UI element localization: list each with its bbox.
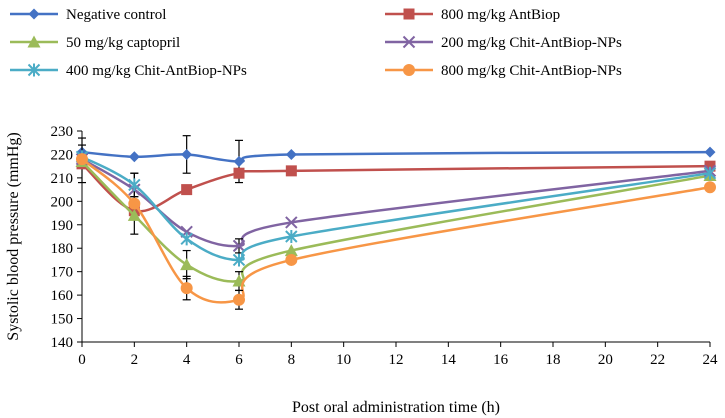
- data-point: [285, 165, 297, 177]
- data-point: [232, 253, 246, 267]
- x-tick-label: 4: [183, 352, 191, 368]
- legend-marker: [403, 8, 415, 20]
- y-axis-title: Systolic blood pressure (mmHg): [5, 132, 22, 340]
- x-tick-label: 14: [441, 352, 457, 368]
- data-point: [128, 197, 141, 210]
- data-point: [703, 166, 717, 180]
- y-tick-label: 160: [51, 288, 74, 304]
- y-tick-label: 220: [51, 147, 74, 163]
- legend-label: 50 mg/kg captopril: [66, 35, 180, 51]
- legend-marker: [27, 63, 41, 77]
- x-tick-label: 22: [650, 352, 665, 368]
- y-tick-label: 180: [51, 241, 74, 257]
- data-point: [285, 216, 298, 229]
- legend-marker: [402, 35, 416, 49]
- y-tick-label: 150: [51, 312, 74, 328]
- x-tick-label: 18: [546, 352, 561, 368]
- data-point: [285, 253, 298, 266]
- data-point: [180, 258, 194, 271]
- y-tick-label: 210: [51, 171, 74, 187]
- series-layer: [75, 135, 717, 310]
- legend-marker: [403, 64, 415, 76]
- legend-label: 800 mg/kg Chit-AntBiop-NPs: [441, 63, 622, 79]
- x-tick-label: 10: [336, 352, 351, 368]
- y-tick-label: 200: [51, 194, 74, 210]
- data-point: [233, 155, 245, 167]
- legend-item: 800 mg/kg AntBiop: [385, 7, 560, 23]
- data-point: [181, 148, 193, 160]
- data-point: [232, 239, 246, 253]
- series-line: [81, 150, 711, 163]
- data-point: [128, 151, 140, 163]
- legend-item: 400 mg/kg Chit-AntBiop-NPs: [10, 63, 247, 79]
- data-point: [285, 230, 298, 243]
- data-point: [233, 293, 245, 306]
- legend: Negative control 800 mg/kg AntBiop 50 mg/k…: [10, 7, 622, 79]
- series-line: [81, 160, 711, 283]
- x-tick-label: 24: [703, 352, 719, 368]
- data-point: [285, 148, 297, 160]
- x-tick-label: 16: [493, 352, 509, 368]
- legend-label: Negative control: [66, 7, 166, 23]
- data-point: [233, 167, 245, 179]
- data-point: [128, 178, 141, 192]
- x-tick-label: 0: [78, 352, 86, 368]
- x-tick-label: 2: [131, 352, 139, 368]
- legend-item: 50 mg/kg captopril: [10, 35, 180, 51]
- legend-marker: [27, 35, 41, 48]
- data-point: [180, 232, 193, 246]
- legend-label: 200 mg/kg Chit-AntBiop-NPs: [441, 35, 622, 51]
- data-point: [284, 244, 298, 257]
- legend-item: 200 mg/kg Chit-AntBiop-NPs: [385, 35, 622, 51]
- x-tick-label: 8: [288, 352, 296, 368]
- data-point: [181, 184, 193, 196]
- legend-label: 800 mg/kg AntBiop: [441, 7, 560, 23]
- y-tick-label: 140: [51, 335, 74, 351]
- x-tick-label: 6: [235, 352, 243, 368]
- y-tick-label: 190: [51, 218, 74, 234]
- data-point: [704, 160, 716, 172]
- x-tick-label: 12: [389, 352, 404, 368]
- series-6: [76, 153, 716, 310]
- data-point: [180, 282, 193, 295]
- y-tick-label: 230: [51, 124, 74, 140]
- x-axis-title: Post oral administration time (h): [292, 399, 500, 416]
- legend-item: Negative control: [10, 7, 166, 23]
- legend-marker: [28, 8, 40, 20]
- y-tick-label: 170: [51, 265, 74, 281]
- data-point: [127, 208, 141, 221]
- series-1: [76, 135, 716, 184]
- data-point: [704, 146, 716, 158]
- legend-label: 400 mg/kg Chit-AntBiop-NPs: [66, 63, 247, 79]
- x-tick-label: 20: [598, 352, 613, 368]
- data-point: [76, 153, 88, 166]
- legend-item: 800 mg/kg Chit-AntBiop-NPs: [385, 63, 622, 79]
- data-point: [704, 181, 716, 194]
